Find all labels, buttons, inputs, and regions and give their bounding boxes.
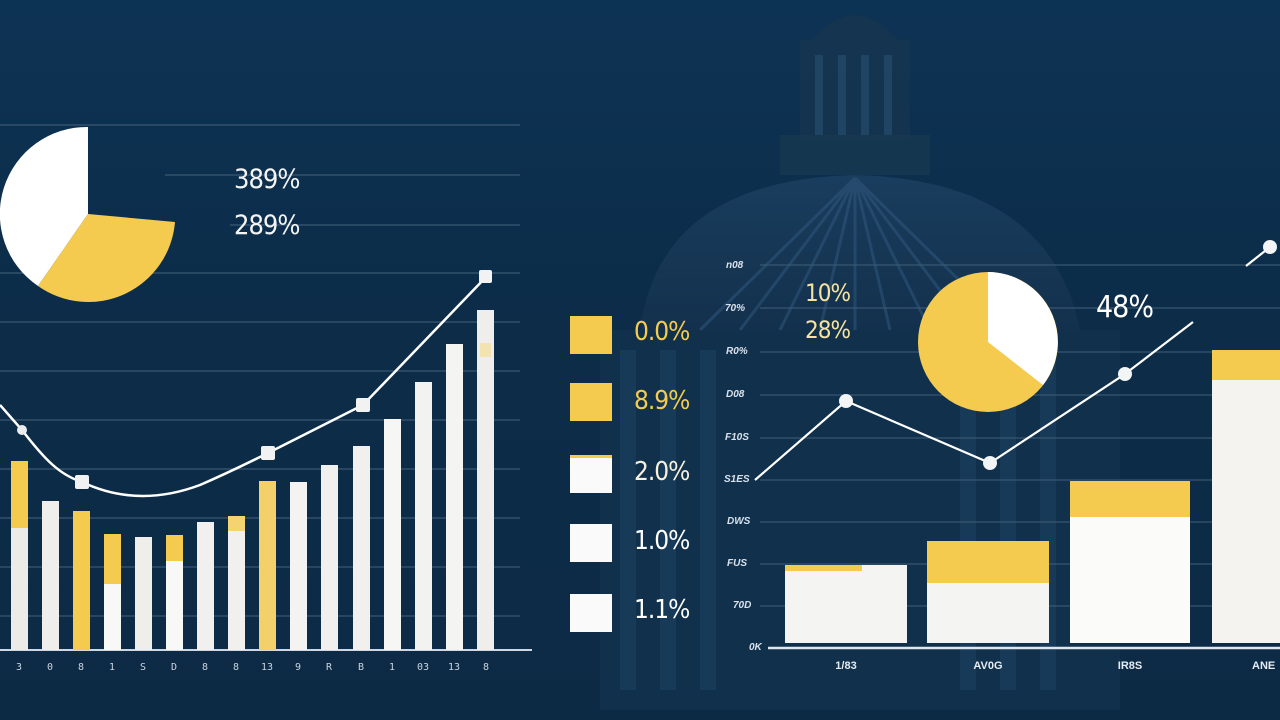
legend-label: 1.0% <box>634 526 690 556</box>
x-category: 1/83 <box>835 660 857 672</box>
x-tick: S <box>139 662 147 673</box>
legend-label: 1.1% <box>634 595 690 625</box>
y-tick: 70% <box>725 303 746 314</box>
right-big-label: 48% <box>1096 290 1154 325</box>
x-tick: 8 <box>482 662 490 673</box>
x-tick: R <box>325 662 333 673</box>
x-tick: 8 <box>201 662 209 673</box>
x-tick: 1 <box>108 662 116 673</box>
left-bars <box>11 310 494 650</box>
legend-swatch-white <box>570 455 612 493</box>
left-pie-label-1: 389% <box>234 164 300 195</box>
y-tick: F10S <box>725 432 749 443</box>
x-tick: 8 <box>232 662 240 673</box>
x-category: ANE <box>1252 660 1276 672</box>
x-tick: 0 <box>46 662 54 673</box>
x-category: IR8S <box>1117 660 1143 672</box>
y-tick: R0% <box>726 346 748 357</box>
x-tick: B <box>357 662 365 673</box>
legend-label: 0.0% <box>634 317 690 347</box>
left-trend-line <box>0 270 492 498</box>
x-tick: D <box>170 662 178 673</box>
legend-swatch-yellow <box>570 383 612 421</box>
y-tick: DWS <box>727 516 751 527</box>
x-tick: 03 <box>416 662 430 673</box>
x-tick: 1 <box>388 662 396 673</box>
right-small-label-1: 10% <box>805 279 851 307</box>
legend-swatch-white <box>570 594 612 632</box>
right-trend-line <box>754 240 1277 481</box>
x-tick: 13 <box>447 662 461 673</box>
x-tick: 3 <box>15 662 23 673</box>
x-tick: 9 <box>294 662 302 673</box>
right-pie-chart <box>918 272 1058 412</box>
y-tick: 0K <box>749 642 762 653</box>
x-tick: 8 <box>77 662 85 673</box>
right-bars <box>785 350 1280 643</box>
legend-swatch-white <box>570 524 612 562</box>
y-tick: 70D <box>733 600 752 611</box>
y-tick: S1ES <box>724 474 750 485</box>
right-small-label-2: 28% <box>805 316 851 344</box>
left-pie-chart <box>0 126 175 303</box>
legend-label: 8.9% <box>634 386 690 416</box>
y-tick: D08 <box>726 389 745 400</box>
legend-swatch-yellow <box>570 316 612 354</box>
x-category: AV0G <box>973 660 1003 672</box>
y-tick: FUS <box>727 558 747 569</box>
x-tick: 13 <box>260 662 274 673</box>
y-tick: n08 <box>726 260 744 271</box>
legend-label: 2.0% <box>634 457 690 487</box>
left-pie-label-2: 289% <box>234 210 300 241</box>
